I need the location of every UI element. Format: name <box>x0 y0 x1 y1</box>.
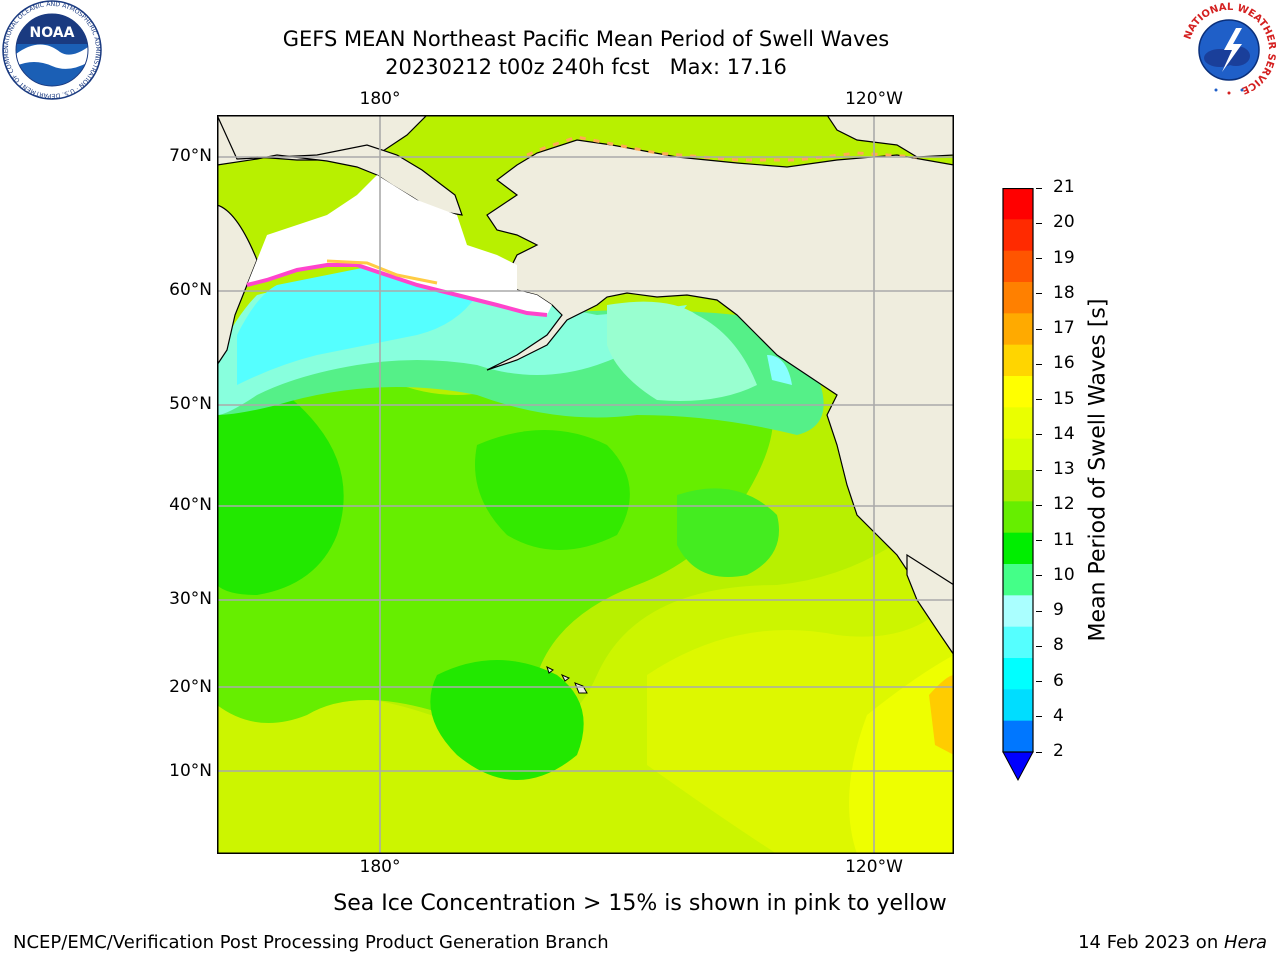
period-band-10s <box>677 488 779 577</box>
noaa-logo: NATIONAL OCEANIC AND ATMOSPHERIC ADMINIS… <box>0 0 102 100</box>
colorbar-tick-mark <box>1036 716 1042 718</box>
colorbar-tick-mark <box>1036 751 1042 753</box>
lat-label-50n: 50°N <box>169 394 212 414</box>
colorbar-segment <box>1003 658 1033 690</box>
land-kamchatka <box>217 204 258 367</box>
colorbar-extend-arrow <box>1002 751 1034 782</box>
colorbar-tick-label: 20 <box>1053 212 1075 233</box>
period-band-10s <box>475 430 630 550</box>
colorbar-segment <box>1003 219 1033 252</box>
period-band-11s <box>217 348 773 723</box>
land-arctic-islands <box>826 115 954 158</box>
colorbar-tick-mark <box>1036 504 1042 506</box>
colorbar-tick-mark <box>1036 187 1042 189</box>
lon-label-120w-top: 120°W <box>845 89 903 109</box>
colorbar-label: Mean Period of Swell Waves [s] <box>1085 298 1111 642</box>
footer-host: Hera <box>1223 932 1267 953</box>
colorbar-tick-label: 13 <box>1053 459 1075 479</box>
colorbar-frame <box>1002 188 1034 753</box>
colorbar-segment <box>1003 595 1033 628</box>
colorbar-segment <box>1003 376 1033 408</box>
colorbar-tick-mark <box>1036 328 1042 330</box>
period-band-10s <box>217 365 344 595</box>
colorbar-tick-mark <box>1036 645 1042 647</box>
lon-label-180-bottom: 180° <box>359 857 401 877</box>
sea-ice-edge-yellow <box>326 259 438 285</box>
colorbar-tick-label: 2 <box>1053 741 1064 761</box>
lat-label-70n: 70°N <box>169 146 212 166</box>
colorbar-tick-label: 12 <box>1053 494 1075 515</box>
colorbar-segment <box>1003 188 1033 220</box>
period-band-8s <box>607 301 757 401</box>
colorbar-tick-label: 4 <box>1053 705 1064 726</box>
colorbar-tick-mark <box>1036 258 1042 259</box>
colorbar-tick-label: 15 <box>1053 388 1075 409</box>
colorbar-segment <box>1003 720 1033 753</box>
colorbar-tick-label: 8 <box>1053 635 1064 656</box>
colorbar-tick-label: 18 <box>1053 282 1075 303</box>
colorbar-tick-label: 14 <box>1053 423 1075 444</box>
lon-label-180-top: 180° <box>359 89 401 109</box>
colorbar-tick-mark <box>1036 540 1042 541</box>
period-band-16s <box>929 675 954 755</box>
colorbar-tick-mark <box>1036 222 1042 224</box>
colorbar-tick-label: 19 <box>1053 247 1075 268</box>
lat-label-10n: 10°N <box>169 761 212 781</box>
footer-date-text: 14 Feb 2023 on <box>1078 932 1224 953</box>
map-frame <box>217 115 954 854</box>
colorbar-tick-label: 17 <box>1053 318 1075 338</box>
noaa-logo-text: NOAA <box>30 25 75 41</box>
colorbar-tick-label: 16 <box>1053 353 1075 374</box>
sea-ice-bering <box>247 175 552 315</box>
lon-label-120w-bottom: 120°W <box>845 857 903 877</box>
lat-label-60n: 60°N <box>169 280 212 300</box>
colorbar-segment <box>1003 501 1033 534</box>
map-panel <box>217 115 954 854</box>
colorbar-tick-mark <box>1036 293 1042 295</box>
colorbar-segment <box>1003 407 1033 440</box>
lat-label-30n: 30°N <box>169 589 212 609</box>
colorbar-segment <box>1003 470 1033 502</box>
chart-subtitle: 20230212 t00z 240h fcst Max: 17.16 <box>385 55 787 79</box>
lat-label-20n: 20°N <box>169 677 212 697</box>
footer-credit: NCEP/EMC/Verification Post Processing Pr… <box>13 932 609 953</box>
colorbar-tick-label: 9 <box>1053 600 1064 620</box>
footer-date: 14 Feb 2023 on Hera <box>1078 932 1267 953</box>
colorbar-tick-mark <box>1036 363 1042 365</box>
colorbar-segment <box>1003 532 1033 565</box>
period-band-10s <box>430 660 584 780</box>
colorbar-tick-mark <box>1036 434 1042 436</box>
colorbar-tick-mark <box>1036 681 1042 682</box>
colorbar-segment <box>1003 344 1033 377</box>
sea-ice-note: Sea Ice Concentration > 15% is shown in … <box>333 891 947 916</box>
colorbar-tick-mark <box>1036 399 1042 400</box>
sea-ice-edge <box>246 263 548 317</box>
colorbar-segment <box>1003 626 1033 659</box>
period-band-7s <box>767 355 792 385</box>
sea-ice-arctic <box>526 135 918 162</box>
colorbar-tick-label: 11 <box>1053 529 1075 550</box>
colorbar-tick-mark <box>1036 610 1042 612</box>
land-mexico <box>906 553 954 657</box>
period-band-7s <box>237 267 477 385</box>
colorbar-tick-label: 6 <box>1053 670 1064 691</box>
colorbar-segment <box>1003 438 1033 471</box>
colorbar-segment <box>1003 250 1033 283</box>
colorbar-segment <box>1003 564 1033 596</box>
graticule <box>217 115 954 854</box>
period-band-15s <box>849 655 954 854</box>
nws-logo: NATIONAL WEATHER SERVICE <box>1180 1 1278 99</box>
colorbar-segment <box>1003 282 1033 314</box>
colorbar-segment <box>1003 313 1033 346</box>
colorbar-segment <box>1003 689 1033 722</box>
colorbar-tick-label: 10 <box>1053 564 1075 585</box>
chart-title: GEFS MEAN Northeast Pacific Mean Period … <box>282 27 890 51</box>
colorbar-tick-mark <box>1036 575 1042 577</box>
lat-label-40n: 40°N <box>169 495 212 515</box>
colorbar-tick-mark <box>1036 469 1042 471</box>
colorbar-tick-label: 21 <box>1053 177 1075 197</box>
colorbar <box>1002 188 1034 782</box>
